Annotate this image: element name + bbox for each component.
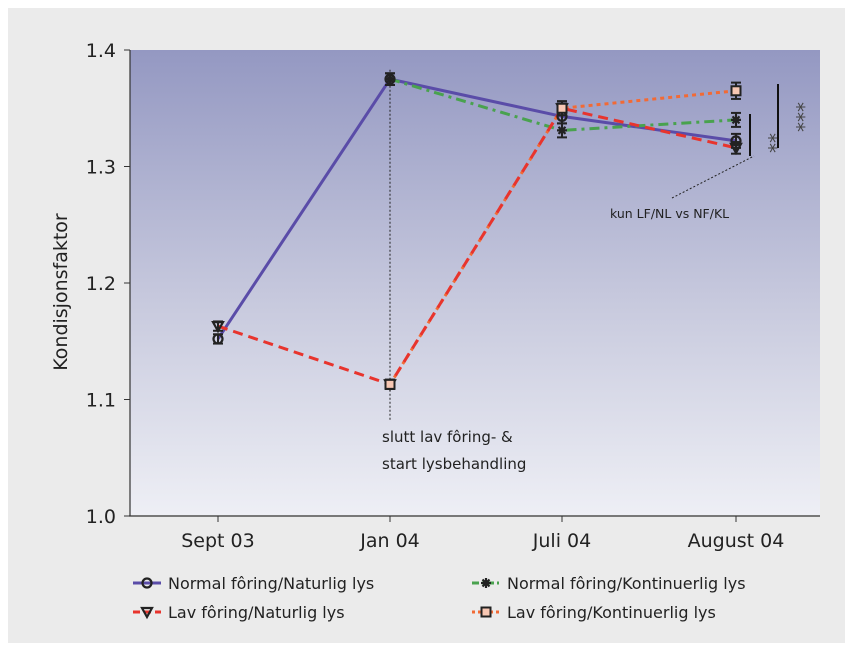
data-point	[385, 74, 395, 85]
y-tick-label: 1.2	[86, 273, 116, 295]
y-tick-label: 1.0	[86, 506, 116, 528]
annotation-line-2: start lysbehandling	[382, 455, 526, 473]
series-layer	[216, 77, 737, 386]
x-tick-label: Sept 03	[181, 530, 254, 552]
data-point	[141, 577, 153, 589]
legend-item: Normal fôring/Kontinuerlig lys	[472, 574, 746, 593]
legend: Normal fôring/Naturlig lys Lav fôring/Na…	[133, 574, 746, 622]
y-tick-label: 1.3	[86, 157, 116, 179]
data-point	[211, 321, 225, 334]
data-point	[480, 606, 492, 618]
data-point	[557, 125, 567, 136]
legend-label: Normal fôring/Kontinuerlig lys	[507, 574, 746, 593]
callout-label: kun LF/NL vs NF/KL	[610, 206, 729, 221]
legend-label: Normal fôring/Naturlig lys	[168, 574, 374, 593]
x-tick-label: August 04	[688, 530, 785, 552]
data-point	[729, 142, 743, 156]
x-tick-label: Jan 04	[359, 530, 420, 552]
y-axis-title: Kondisjonsfaktor	[50, 213, 72, 371]
y-tick-label: 1.4	[86, 40, 116, 62]
data-point	[730, 85, 742, 97]
sig-label-long: ***	[785, 102, 809, 132]
data-point	[212, 333, 224, 345]
data-point	[731, 114, 741, 125]
data-point	[140, 606, 154, 620]
legend-item: Lav fôring/Naturlig lys	[133, 603, 345, 622]
legend-label: Lav fôring/Kontinuerlig lys	[507, 603, 716, 622]
series-line	[388, 89, 737, 386]
legend-item: Lav fôring/Kontinuerlig lys	[472, 603, 716, 622]
sig-label-short: **	[757, 133, 781, 153]
legend-label: Lav fôring/Naturlig lys	[168, 603, 345, 622]
series-line	[217, 106, 737, 386]
x-tick-label: Juli 04	[532, 530, 591, 552]
annotation-line-1: slutt lav fôring- &	[382, 428, 513, 446]
callout-leader	[671, 155, 755, 199]
legend-item: Normal fôring/Naturlig lys	[133, 574, 374, 593]
y-tick-label: 1.1	[86, 390, 116, 412]
tick-marks	[124, 49, 737, 522]
marker-layer	[211, 72, 743, 392]
data-point	[556, 102, 568, 114]
data-point	[384, 378, 396, 390]
plot-area	[130, 50, 820, 515]
data-point	[481, 578, 491, 588]
